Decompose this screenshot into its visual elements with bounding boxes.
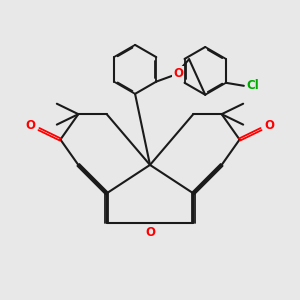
Text: O: O [173, 67, 183, 80]
Text: O: O [145, 226, 155, 239]
Text: O: O [26, 119, 36, 132]
Text: O: O [264, 119, 274, 132]
Text: Cl: Cl [246, 79, 259, 92]
